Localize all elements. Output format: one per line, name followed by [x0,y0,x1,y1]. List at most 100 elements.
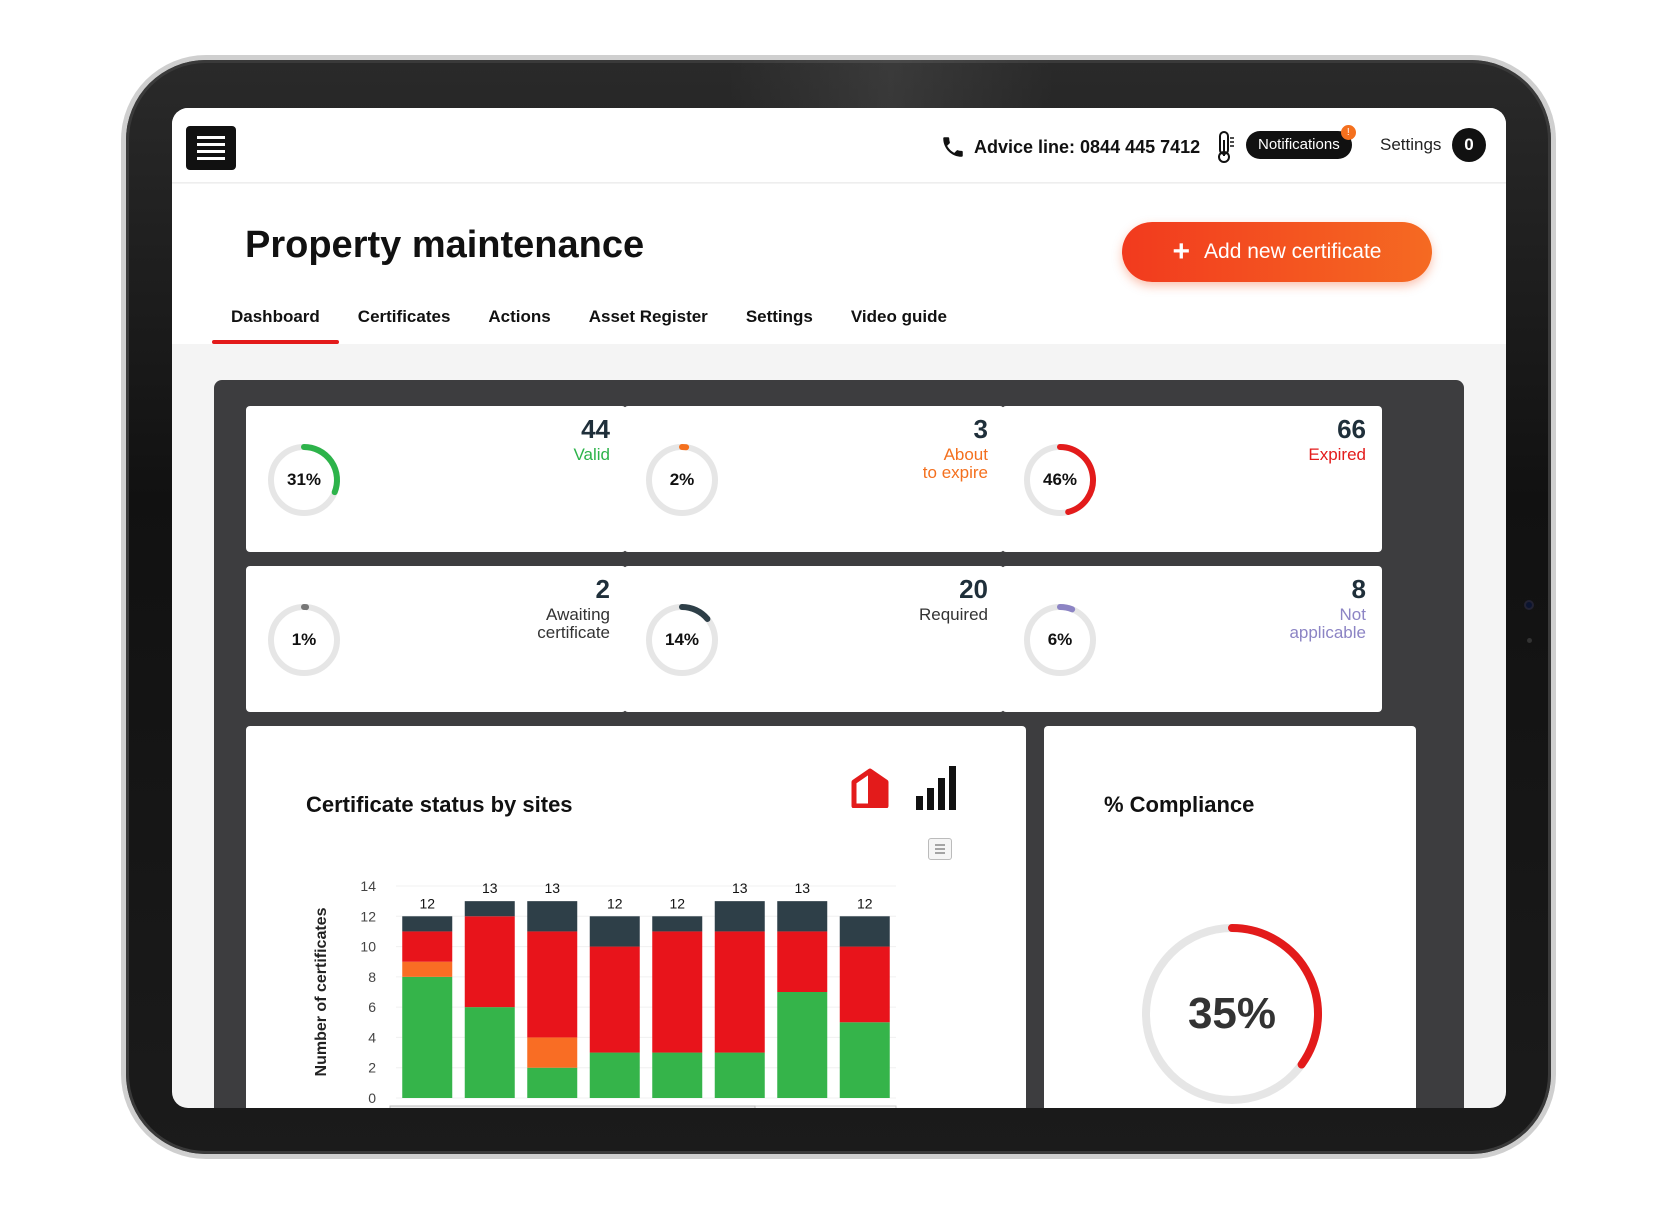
tab-settings[interactable]: Settings [745,307,813,326]
y-axis-label: Number of certificates [313,907,330,1076]
tab-certificates[interactable]: Certificates [357,307,451,326]
donut-arc [1057,604,1076,613]
bar-total-label: 12 [669,895,685,911]
compliance-percent: 35% [1187,989,1277,1038]
card-count: 20 [959,574,988,604]
card-donut [646,444,718,516]
status-card-awaiting-certificate[interactable]: 2 Awaiting certificate 1% [246,566,626,712]
y-tick-label: 10 [360,939,376,955]
sensor-dot [1527,638,1532,643]
chart-menu-lines [935,844,945,854]
y-tick-label: 0 [368,1090,376,1106]
page-header: Property maintenance + Add new certifica… [172,184,1506,344]
y-tick-label: 4 [368,1029,376,1045]
phone-icon [943,137,963,157]
status-card-required[interactable]: 20 Required 14% [624,566,1004,712]
hamburger-menu-button[interactable] [186,126,236,170]
tab-asset-register[interactable]: Asset Register [588,307,708,326]
card-label: About to expire [922,445,988,482]
donut-arc [1057,444,1096,515]
tab-video-guide[interactable]: Video guide [850,307,947,326]
chart-title: Certificate status by sites [306,792,573,817]
bar-segment [589,916,640,947]
bar-total-label: 13 [794,880,810,896]
card-percent: 46% [1042,470,1078,489]
card-count: 3 [973,414,988,444]
donut-arc [301,444,340,496]
advice-line[interactable]: Advice line: 0844 445 7412 [940,134,1200,160]
tab-dashboard[interactable]: Dashboard [212,294,339,344]
settings-link[interactable]: Settings [1380,135,1442,154]
bar-total-label: 12 [857,895,873,911]
card-count: 8 [1351,574,1366,604]
scrollbar-thumb [389,1105,756,1108]
bar-total-label: 12 [607,895,623,911]
advice-line-text: Advice line: 0844 445 7412 [974,136,1201,157]
bar-chart-view-icon[interactable] [916,766,958,810]
tab-bar: Dashboard Certificates Actions Asset Reg… [212,294,966,344]
bar-segment [527,1067,578,1098]
dashboard-panel: 44 Valid 31% 3 About to expire 2% 66 Exp… [214,380,1464,1108]
add-button-label: Add new certificate [1204,240,1382,263]
card-label: Expired [1308,445,1366,464]
card-percent: 14% [664,630,700,649]
bar-total-label: 13 [482,880,498,896]
compliance-title: % Compliance [1104,792,1255,817]
status-card-about-to-expire[interactable]: 3 About to expire 2% [624,406,1004,552]
card-count: 2 [595,574,610,604]
compliance-gauge [1142,924,1322,1104]
bar-segment [714,931,765,1053]
settings-count-badge[interactable]: 0 [1452,128,1486,162]
plus-icon: + [1172,235,1191,268]
card-donut [1024,604,1096,676]
bar-segment [777,992,828,1098]
tab-actions[interactable]: Actions [488,307,551,326]
card-label: Valid [573,445,610,464]
card-donut [646,604,718,676]
bar-total-label: 12 [419,895,435,911]
bar-segment [589,1052,640,1098]
card-percent: 2% [669,470,695,489]
bar-total-label: 13 [732,880,748,896]
card-percent: 31% [286,470,322,489]
y-tick-label: 2 [368,1060,376,1076]
thermometer-icon[interactable] [1212,130,1236,164]
bar-segment [714,901,765,932]
card-label: Not applicable [1289,605,1366,642]
chart-menu-icon[interactable] [928,838,952,860]
notifications-button[interactable]: Notifications ! [1246,125,1356,159]
bar-segment [402,916,453,932]
bar-segment [402,961,453,977]
y-tick-label: 6 [368,999,376,1015]
card-donut [1024,444,1096,516]
status-card-valid[interactable]: 44 Valid 31% [246,406,626,552]
bar-segment [464,901,515,917]
card-label: Required [919,605,988,624]
notifications-label: Notifications [1258,136,1340,153]
camera [1524,600,1534,610]
bar-segment [839,1022,890,1098]
gauge-arc [1228,924,1322,1069]
bar-segment [777,931,828,992]
card-percent: 1% [291,630,317,649]
bar-segment [402,976,453,1098]
status-card-not-applicable[interactable]: 8 Not applicable 6% [1002,566,1382,712]
bar-segment [652,1052,703,1098]
notifications-badge: ! [1340,125,1356,140]
add-new-certificate-button[interactable]: + Add new certificate [1122,222,1432,282]
card-count: 44 [581,414,610,444]
card-donut [268,604,340,676]
bar-segment [839,916,890,947]
y-tick-label: 14 [360,878,376,894]
bar-segment [589,946,640,1053]
screen: Advice line: 0844 445 7412 Notifications… [172,108,1506,1108]
card-label: Awaiting certificate [537,605,610,642]
bar-segment [464,916,515,1008]
status-card-expired[interactable]: 66 Expired 46% [1002,406,1382,552]
house-view-icon[interactable] [851,768,889,808]
bar-segment [652,916,703,932]
card-percent: 6% [1047,630,1073,649]
page-title: Property maintenance [245,224,645,266]
stacked-bar-chart: 0 2 4 6 8 10 12 14 Number of certificates 12 13 13 1… [313,878,897,1108]
certificate-status-chart-card: Certificate status by sites 0 2 4 6 8 10 12 1 [246,726,1026,1108]
